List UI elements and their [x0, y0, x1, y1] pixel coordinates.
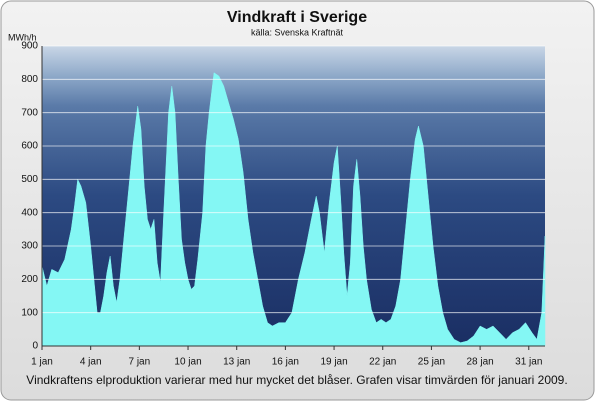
x-tick-label: 25 jan [418, 357, 445, 368]
x-tick-label: 22 jan [369, 357, 396, 368]
y-tick-label: 200 [21, 274, 38, 285]
caption: Vindkraftens elproduktion varierar med h… [26, 373, 567, 387]
y-tick-label: 300 [21, 241, 38, 252]
x-tick-label: 19 jan [320, 357, 347, 368]
y-tick-label: 700 [21, 107, 38, 118]
x-tick-label: 13 jan [223, 357, 250, 368]
y-tick-label: 500 [21, 174, 38, 185]
chart-title: Vindkraft i Sverige [227, 9, 367, 26]
y-tick-label: 900 [21, 41, 38, 52]
x-tick-label: 4 jan [80, 357, 102, 368]
x-tick-label: 31 jan [515, 357, 542, 368]
y-tick-label: 800 [21, 74, 38, 85]
x-tick-label: 16 jan [272, 357, 299, 368]
y-tick-label: 400 [21, 207, 38, 218]
y-tick-label: 0 [32, 341, 38, 352]
y-axis-label: MWh/h [8, 32, 37, 42]
y-tick-label: 600 [21, 141, 38, 152]
y-tick-label: 100 [21, 307, 38, 318]
x-tick-label: 7 jan [129, 357, 151, 368]
x-tick-label: 28 jan [466, 357, 493, 368]
x-tick-label: 10 jan [174, 357, 201, 368]
chart-subtitle: källa: Svenska Kraftnät [251, 27, 344, 37]
x-tick-label: 1 jan [31, 357, 53, 368]
